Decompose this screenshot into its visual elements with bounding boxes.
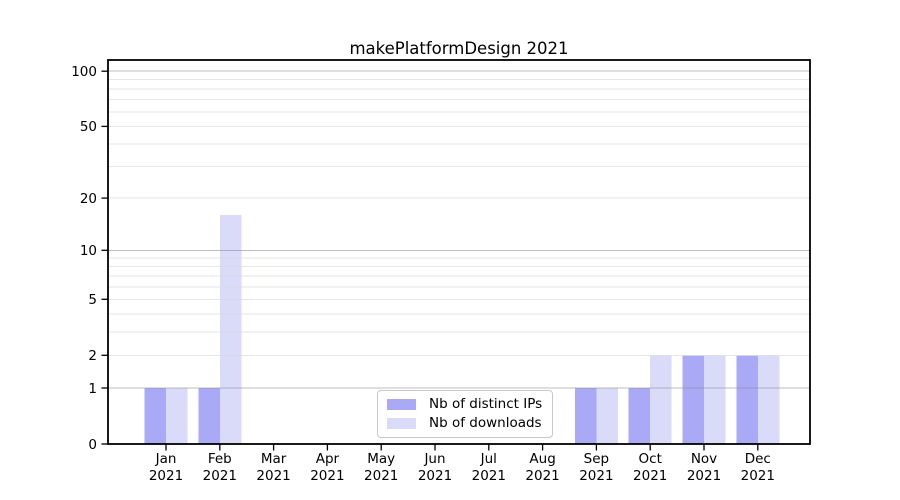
bar-nb-of-downloads-sep xyxy=(596,388,618,444)
x-tick-label-year-dec: 2021 xyxy=(741,468,775,484)
x-tick-label-month-apr: Apr xyxy=(316,451,340,467)
legend-label-distinct-ips: Nb of distinct IPs xyxy=(429,396,543,412)
y-tick-label-0: 0 xyxy=(88,437,97,453)
y-tick-label-2: 2 xyxy=(88,348,97,364)
bar-nb-of-distinct-ips-sep xyxy=(574,388,597,444)
x-tick-label-month-nov: Nov xyxy=(691,451,717,467)
x-tick-label-month-jul: Jul xyxy=(480,451,497,467)
x-tick-label-year-oct: 2021 xyxy=(633,468,667,484)
x-tick-label-year-aug: 2021 xyxy=(525,468,559,484)
y-tick-label-10: 10 xyxy=(80,243,97,259)
legend: Nb of distinct IPs Nb of downloads xyxy=(377,390,554,438)
x-tick-label-month-mar: Mar xyxy=(261,451,287,467)
bar-nb-of-distinct-ips-feb xyxy=(198,388,220,444)
legend-item-distinct-ips: Nb of distinct IPs xyxy=(387,396,542,412)
x-tick-label-month-aug: Aug xyxy=(529,451,555,467)
y-tick-label-1: 1 xyxy=(88,381,97,397)
bar-nb-of-distinct-ips-jan xyxy=(144,388,166,444)
legend-swatch-downloads xyxy=(387,417,416,429)
bar-nb-of-downloads-nov xyxy=(704,355,726,444)
x-tick-label-month-sep: Sep xyxy=(584,451,609,467)
chart-title: makePlatformDesign 2021 xyxy=(349,39,569,58)
x-tick-label-year-feb: 2021 xyxy=(203,468,237,484)
bar-nb-of-downloads-feb xyxy=(219,215,242,444)
bar-nb-of-distinct-ips-oct xyxy=(628,388,651,444)
y-tick-label-100: 100 xyxy=(71,64,97,80)
x-tick-label-year-may: 2021 xyxy=(364,468,398,484)
bar-nb-of-distinct-ips-dec xyxy=(736,355,758,444)
x-tick-label-year-nov: 2021 xyxy=(687,468,721,484)
x-tick-label-year-jun: 2021 xyxy=(418,468,452,484)
x-tick-label-month-feb: Feb xyxy=(208,451,232,467)
bar-nb-of-downloads-jan xyxy=(166,388,188,444)
bar-nb-of-downloads-oct xyxy=(650,355,672,444)
x-tick-label-month-may: May xyxy=(367,451,395,467)
axis-frame xyxy=(107,59,811,445)
x-tick-label-year-sep: 2021 xyxy=(579,468,613,484)
x-tick-label-month-dec: Dec xyxy=(745,451,771,467)
bar-nb-of-distinct-ips-nov xyxy=(682,355,704,444)
legend-label-downloads: Nb of downloads xyxy=(429,415,542,431)
x-tick-label-year-mar: 2021 xyxy=(256,468,290,484)
legend-swatch-distinct-ips xyxy=(387,398,416,410)
y-tick-label-50: 50 xyxy=(80,119,97,135)
x-tick-label-year-apr: 2021 xyxy=(310,468,344,484)
y-tick-label-20: 20 xyxy=(80,191,97,207)
x-tick-label-month-jun: Jun xyxy=(423,451,445,467)
y-tick-label-5: 5 xyxy=(88,292,97,308)
x-tick-label-month-jan: Jan xyxy=(155,451,177,467)
bar-nb-of-downloads-dec xyxy=(757,355,780,444)
legend-item-downloads: Nb of downloads xyxy=(387,415,542,431)
x-tick-label-year-jan: 2021 xyxy=(149,468,183,484)
x-tick-label-month-oct: Oct xyxy=(639,451,662,467)
x-tick-label-year-jul: 2021 xyxy=(472,468,506,484)
